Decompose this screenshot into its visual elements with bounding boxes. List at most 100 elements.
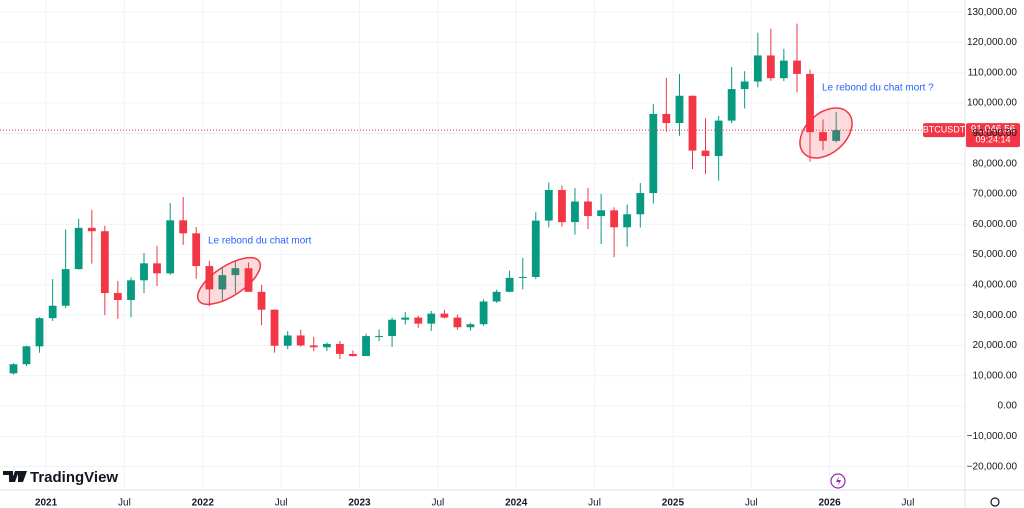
candle-body (100, 231, 109, 294)
brand-logo: TradingView (3, 469, 118, 486)
candle-body (779, 60, 788, 79)
candle-body (675, 95, 684, 124)
candle-body (270, 309, 279, 346)
candle-body (440, 313, 449, 318)
candle-body (832, 130, 841, 141)
candle-body (727, 89, 736, 121)
candle-body (636, 193, 645, 215)
x-tick-label: 2025 (662, 498, 685, 508)
candle-body (806, 73, 814, 133)
candle-body (662, 113, 671, 124)
candle-body (753, 55, 762, 82)
x-tick-label: 2023 (348, 498, 371, 508)
countdown-label: 09:24:14 (975, 135, 1010, 145)
y-tick-label: 130,000.00 (967, 7, 1017, 18)
candle-body (166, 220, 175, 274)
annotation: Le rebond du chat mort (208, 236, 312, 247)
x-tick-label: 2022 (192, 498, 215, 508)
candle-body (544, 190, 553, 221)
candle-body (113, 293, 122, 300)
candle-body (740, 81, 749, 90)
grid (0, 0, 965, 490)
candle-body (531, 220, 540, 277)
x-tick-label: 2024 (505, 498, 528, 508)
candle-body (492, 291, 501, 302)
x-tick-label: Jul (431, 498, 444, 508)
candles (9, 23, 841, 375)
candle-body (414, 317, 423, 324)
candle-body (766, 55, 775, 79)
candle-body (714, 120, 723, 157)
x-tick-label: Jul (745, 498, 758, 508)
y-tick-label: 30,000.00 (973, 310, 1018, 321)
candle-body (505, 277, 514, 292)
price-box (966, 123, 1020, 148)
y-tick-label: 0.00 (998, 401, 1018, 412)
logo-icon (3, 471, 27, 482)
candle-body (322, 343, 331, 348)
candle-body (35, 318, 44, 347)
candle-body (793, 60, 801, 74)
x-tick-label: Jul (902, 498, 915, 508)
x-tick-label: 2021 (35, 498, 58, 508)
highlight-ellipse (799, 107, 853, 159)
candle-body (558, 190, 566, 223)
candle-body (231, 268, 240, 276)
brand-name: TradingView (30, 469, 118, 486)
candle-body (283, 335, 292, 346)
candle-body (584, 201, 592, 217)
candle-body (518, 276, 527, 278)
price-label: 91,046.56 (971, 124, 1016, 135)
y-tick-label: 40,000.00 (973, 279, 1018, 290)
y-tick-label: 100,000.00 (967, 98, 1017, 109)
candle-body (309, 345, 318, 348)
candle-body (244, 268, 253, 292)
x-tick-label: Jul (275, 498, 288, 508)
candle-body (610, 210, 619, 228)
y-tick-label: 70,000.00 (973, 189, 1018, 200)
y-tick-label: −10,000.00 (967, 431, 1018, 442)
annotation: Le rebond du chat mort ? (822, 83, 934, 94)
candle-body (466, 324, 475, 328)
candle-body (153, 263, 161, 274)
x-tick-label: Jul (118, 498, 131, 508)
y-tick-label: 10,000.00 (973, 370, 1018, 381)
candle-body (61, 269, 70, 306)
candle-body (571, 201, 579, 223)
candle-body (362, 336, 370, 357)
candle-body (140, 263, 148, 281)
candle-body (388, 319, 396, 337)
candle-body (649, 113, 658, 194)
flash-icon[interactable] (830, 473, 846, 489)
candle-body (257, 291, 266, 310)
candle-body (48, 305, 57, 319)
candle-body (597, 210, 606, 217)
flash-symbol (836, 476, 841, 486)
y-tick-label: 20,000.00 (973, 340, 1018, 351)
candle-body (296, 335, 305, 346)
candle-body (218, 275, 227, 290)
candle-body (479, 301, 488, 325)
candle-body (623, 214, 632, 228)
y-tick-label: −20,000.00 (967, 461, 1018, 472)
x-tick-label: Jul (588, 498, 601, 508)
y-tick-label: 90,000.00 (973, 128, 1018, 139)
y-tick-label: 50,000.00 (973, 249, 1018, 260)
y-tick-label: 60,000.00 (973, 219, 1018, 230)
settings-icon[interactable] (990, 497, 1000, 507)
candle-body (9, 364, 18, 374)
y-tick-label: 80,000.00 (973, 158, 1018, 169)
symbol-box (923, 123, 965, 138)
highlight-ellipse (196, 256, 262, 306)
candle-body (819, 132, 827, 141)
y-tick-label: 110,000.00 (968, 67, 1018, 78)
candle-body (427, 313, 436, 324)
candle-body (701, 150, 710, 157)
candle-body (179, 220, 188, 234)
candle-body (74, 227, 83, 270)
candle-body (192, 233, 201, 267)
candle-body (335, 343, 344, 354)
